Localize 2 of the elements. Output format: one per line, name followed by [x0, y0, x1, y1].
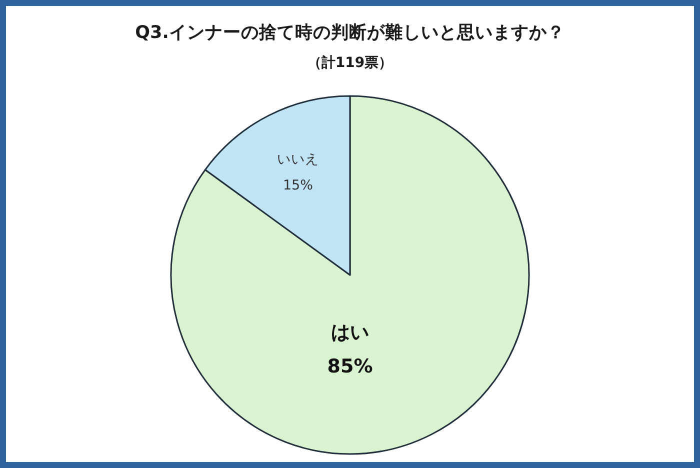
title: Q3.インナーの捨て時の判断が難しいと思いますか？ [135, 22, 565, 43]
subtitle: （計119票） [307, 54, 393, 71]
